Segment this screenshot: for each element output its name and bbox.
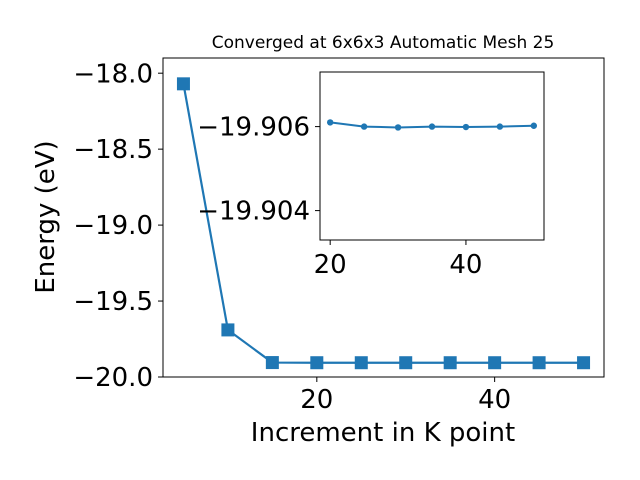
main-series-line bbox=[182, 83, 584, 364]
inset-data-point bbox=[326, 119, 334, 126]
inset-data-point bbox=[360, 123, 368, 130]
main-x-axis-label: Increment in K point bbox=[251, 418, 515, 448]
main-plot: Converged at 6x6x3 Automatic Mesh 25 −18… bbox=[31, 33, 605, 448]
main-y-tick-label: −18.5 bbox=[73, 135, 153, 165]
main-data-point bbox=[443, 356, 457, 370]
main-plot-frame bbox=[162, 57, 605, 378]
inset-plot: −19.906−19.904 20 40 bbox=[197, 71, 545, 280]
main-y-tick-label: −18.0 bbox=[73, 59, 153, 89]
main-y-tick-label: −19.5 bbox=[73, 287, 153, 317]
inset-background bbox=[320, 72, 544, 240]
inset-data-point bbox=[462, 123, 470, 131]
inset-data-point bbox=[496, 123, 504, 130]
inset-data-point bbox=[394, 124, 402, 131]
main-x-tick-label: 20 bbox=[300, 385, 333, 415]
main-y-axis-label: Energy (eV) bbox=[31, 140, 61, 293]
main-data-point bbox=[488, 356, 502, 370]
inset-series bbox=[326, 119, 538, 131]
inset-plot-frame bbox=[319, 71, 545, 241]
main-data-point bbox=[176, 77, 190, 91]
main-data-point bbox=[310, 356, 324, 370]
inset-data-point bbox=[530, 122, 538, 129]
inset-y-tick-label: −19.906 bbox=[197, 113, 310, 143]
main-x-ticks: 20 40 bbox=[300, 377, 511, 415]
main-data-point bbox=[532, 356, 546, 370]
main-x-tick-label: 40 bbox=[478, 385, 511, 415]
main-y-tick-label: −20.0 bbox=[73, 363, 153, 393]
main-y-tick-label: −19.0 bbox=[73, 211, 153, 241]
inset-x-tick-label: 40 bbox=[449, 250, 482, 280]
inset-y-tick-label: −19.904 bbox=[197, 197, 310, 227]
main-data-point bbox=[265, 356, 279, 370]
main-data-point bbox=[221, 323, 235, 337]
main-title: Converged at 6x6x3 Automatic Mesh 25 bbox=[212, 33, 555, 53]
inset-x-tick-label: 20 bbox=[314, 250, 347, 280]
main-data-point bbox=[399, 356, 413, 370]
main-y-ticks: −18.0 −18.5 −19.0 −19.5 −20.0 bbox=[73, 59, 163, 393]
inset-y-ticks: −19.906 −19.904 bbox=[197, 113, 320, 227]
inset-x-ticks: 20 40 bbox=[314, 240, 482, 280]
main-series bbox=[176, 77, 591, 370]
main-data-point bbox=[354, 356, 368, 370]
inset-data-point bbox=[428, 123, 436, 130]
main-data-point bbox=[577, 356, 591, 370]
